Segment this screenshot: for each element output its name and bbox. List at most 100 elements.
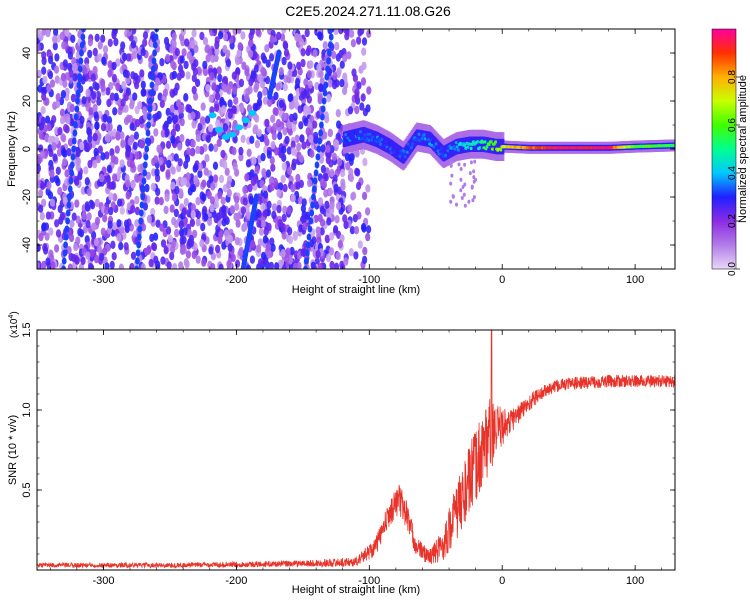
heatmap-cell [296,142,302,152]
heatmap-cell [100,152,106,161]
heatmap-cell [116,124,123,133]
heatmap-cell [93,238,99,247]
heatmap-cell [353,226,360,235]
heatmap-cell [104,151,110,160]
heatmap-cell [350,192,356,201]
heatmap-cell [227,99,233,108]
heatmap-cell [138,217,144,225]
heatmap-cell [277,259,284,269]
heatmap-cell [165,169,171,178]
x-tick-label: -300 [92,274,114,286]
heatmap-cell [193,44,199,54]
heatmap-cell [99,173,105,183]
heatmap-cell [120,139,126,149]
heatmap-cell [456,148,461,152]
heatmap-cell [134,219,140,228]
heatmap-cell [202,60,208,70]
heatmap-cell [72,129,78,137]
heatmap-cell [65,209,71,217]
heatmap-cell [171,70,178,80]
heatmap-cell [347,106,354,115]
heatmap-cell [336,67,342,76]
heatmap-cell [244,68,250,77]
heatmap-cell [321,97,327,105]
heatmap-cell [444,153,448,158]
heatmap-cell [189,176,195,186]
heatmap-cell [315,249,321,259]
heatmap-cell [189,148,195,157]
heatmap-cell [319,121,324,129]
heatmap-cell [467,199,471,204]
heatmap-cell [221,134,230,140]
heatmap-cell [195,196,201,206]
heatmap-cell [249,255,255,264]
heatmap-cell [248,31,254,41]
heatmap-cell [366,225,372,234]
x-tick-label: 100 [626,575,644,587]
heatmap-cell [451,194,455,199]
heatmap-cell [211,82,217,91]
heatmap-cell [190,210,196,219]
heatmap-cell [140,47,146,57]
heatmap-cell [457,162,461,167]
heatmap-cell [305,127,311,136]
heatmap-cell [81,29,86,33]
heatmap-cell [179,236,185,245]
heatmap-cell [672,143,675,147]
heatmap-cell [186,241,192,250]
heatmap-cell [490,147,495,151]
heatmap-cell [111,222,117,231]
heatmap-cell [180,177,186,186]
heatmap-cell [158,156,164,166]
heatmap-cell [274,147,280,156]
heatmap-cell [292,232,298,241]
heatmap-cell [46,181,52,190]
heatmap-cell [90,201,96,210]
heatmap-cell [289,246,295,256]
heatmap-cell [155,77,161,87]
heatmap-cell [170,166,176,175]
heatmap-cell [119,206,125,215]
heatmap-cell [404,147,409,151]
heatmap-cell [131,51,137,60]
heatmap-cell [110,240,116,249]
heatmap-cell [64,125,70,134]
heatmap-cell [437,152,442,156]
heatmap-cell [282,183,288,193]
heatmap-cell [92,103,98,113]
heatmap-cell [87,49,93,59]
heatmap-cell [129,160,135,169]
heatmap-cell [179,117,185,127]
heatmap-cell [153,128,159,137]
heatmap-cell [226,188,232,198]
y-tick-label: 0.5 [21,482,33,497]
heatmap-cell [318,129,323,137]
heatmap-cell [312,185,317,193]
heatmap-cell [45,257,51,266]
heatmap-cell [170,181,176,190]
heatmap-cell [208,123,214,133]
heatmap-cell [277,218,283,228]
heatmap-cell [349,29,355,38]
heatmap-cell [96,97,102,106]
heatmap-cell [84,203,91,212]
heatmap-cell [212,29,218,34]
heatmap-cell [179,134,185,143]
heatmap-cell [89,249,95,258]
y-tick-label: 0 [21,146,33,152]
heatmap-cell [151,57,157,65]
heatmap-cell [360,223,367,232]
heatmap-cell [217,190,223,200]
heatmap-cell [152,41,158,49]
heatmap-cell [295,173,301,183]
heatmap-cell [37,43,41,52]
heatmap-cell [66,148,72,157]
heatmap-cell [64,169,70,178]
heatmap-cell [178,220,184,229]
heatmap-cell [106,180,112,189]
heatmap-cell [88,107,94,116]
heatmap-cell [339,78,345,88]
y-tick-label: 20 [21,95,33,107]
heatmap-cell [222,84,228,93]
heatmap-cell [352,214,358,223]
